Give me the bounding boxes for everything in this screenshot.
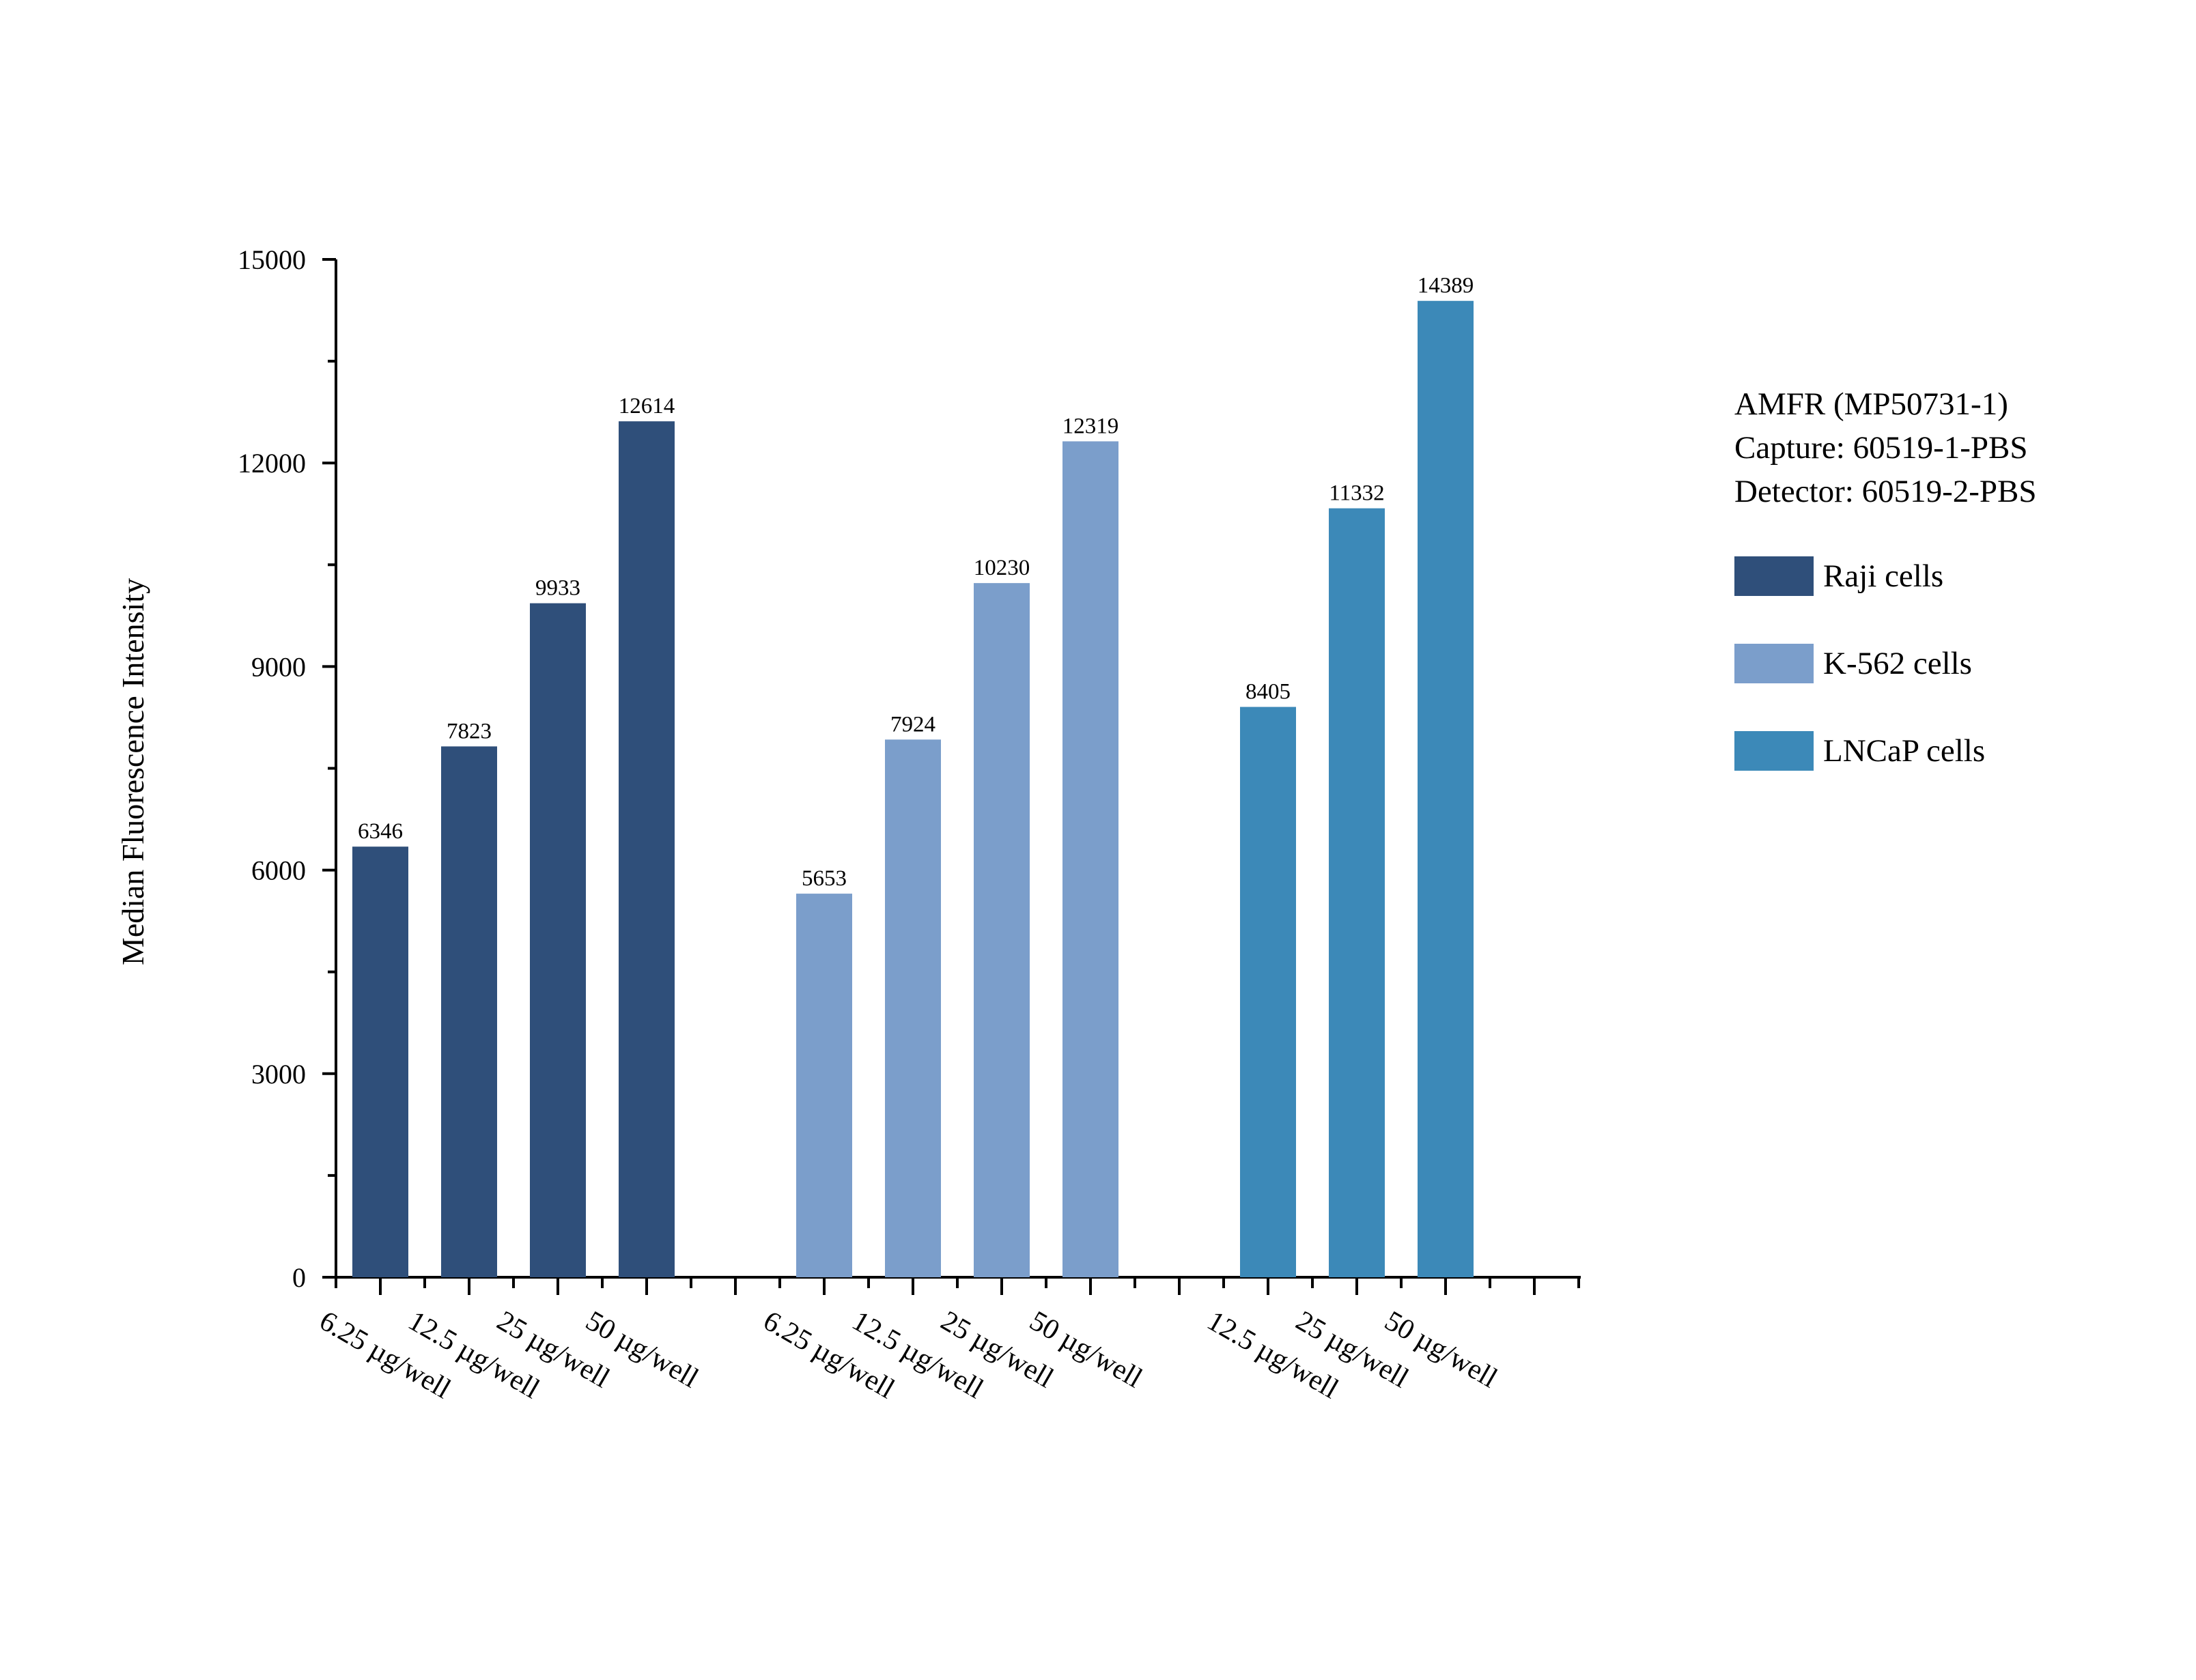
bar-raji-cells-3 — [530, 603, 586, 1277]
bar-lncap-cells-3 — [1418, 300, 1474, 1277]
annotation-antibody: AMFR (MP50731-1) — [1734, 386, 2008, 422]
legend-item-raji: Raji cells — [1734, 556, 2037, 597]
bar-raji-cells-2 — [441, 746, 497, 1277]
y-tick-label: 3000 — [251, 1059, 306, 1090]
bar-value-label: 11332 — [1329, 481, 1384, 506]
bar-value-label: 6346 — [358, 819, 403, 844]
legend-swatch-lncap — [1734, 731, 1814, 771]
legend: AMFR (MP50731-1) Capture: 60519-1-PBS De… — [1734, 382, 2037, 818]
bar-value-label: 10230 — [974, 556, 1030, 580]
y-axis-label: Median Fluorescence Intensity — [115, 578, 150, 965]
bar-value-label: 9933 — [535, 576, 580, 601]
chart-annotation: AMFR (MP50731-1) Capture: 60519-1-PBS De… — [1734, 382, 2037, 513]
bar-value-label: 12319 — [1062, 414, 1119, 438]
y-tick-label: 12000 — [238, 448, 306, 479]
bar-k-562-cells-1 — [796, 894, 852, 1277]
bar-raji-cells-1 — [352, 846, 408, 1277]
bar-k-562-cells-2 — [885, 739, 941, 1277]
bar-value-label: 8405 — [1245, 680, 1291, 704]
legend-swatch-raji — [1734, 556, 1814, 596]
legend-items: Raji cells K-562 cells LNCaP cells — [1734, 556, 2037, 771]
legend-label-lncap: LNCaP cells — [1823, 733, 1986, 769]
bar-raji-cells-4 — [619, 421, 675, 1277]
bar-value-label: 7823 — [447, 719, 492, 743]
legend-label-raji: Raji cells — [1823, 558, 1944, 594]
bar-lncap-cells-2 — [1329, 508, 1385, 1278]
y-tick-label: 0 — [292, 1262, 306, 1293]
bar-value-label: 12614 — [619, 394, 675, 418]
annotation-detector: Detector: 60519-2-PBS — [1734, 474, 2037, 509]
legend-label-k562: K-562 cells — [1823, 646, 1972, 681]
y-tick-label: 6000 — [251, 855, 306, 886]
legend-item-lncap: LNCaP cells — [1734, 730, 2037, 771]
bar-lncap-cells-1 — [1240, 707, 1296, 1277]
bar-k-562-cells-3 — [974, 583, 1030, 1277]
y-tick-label: 9000 — [251, 651, 306, 682]
y-tick-label: 15000 — [238, 244, 306, 275]
bar-value-label: 14389 — [1418, 274, 1474, 298]
bar-value-label: 7924 — [890, 712, 935, 737]
bar-value-label: 5653 — [802, 866, 847, 891]
annotation-capture: Capture: 60519-1-PBS — [1734, 430, 2028, 466]
legend-item-k562: K-562 cells — [1734, 643, 2037, 684]
legend-swatch-k562 — [1734, 644, 1814, 683]
bar-k-562-cells-4 — [1062, 441, 1118, 1277]
